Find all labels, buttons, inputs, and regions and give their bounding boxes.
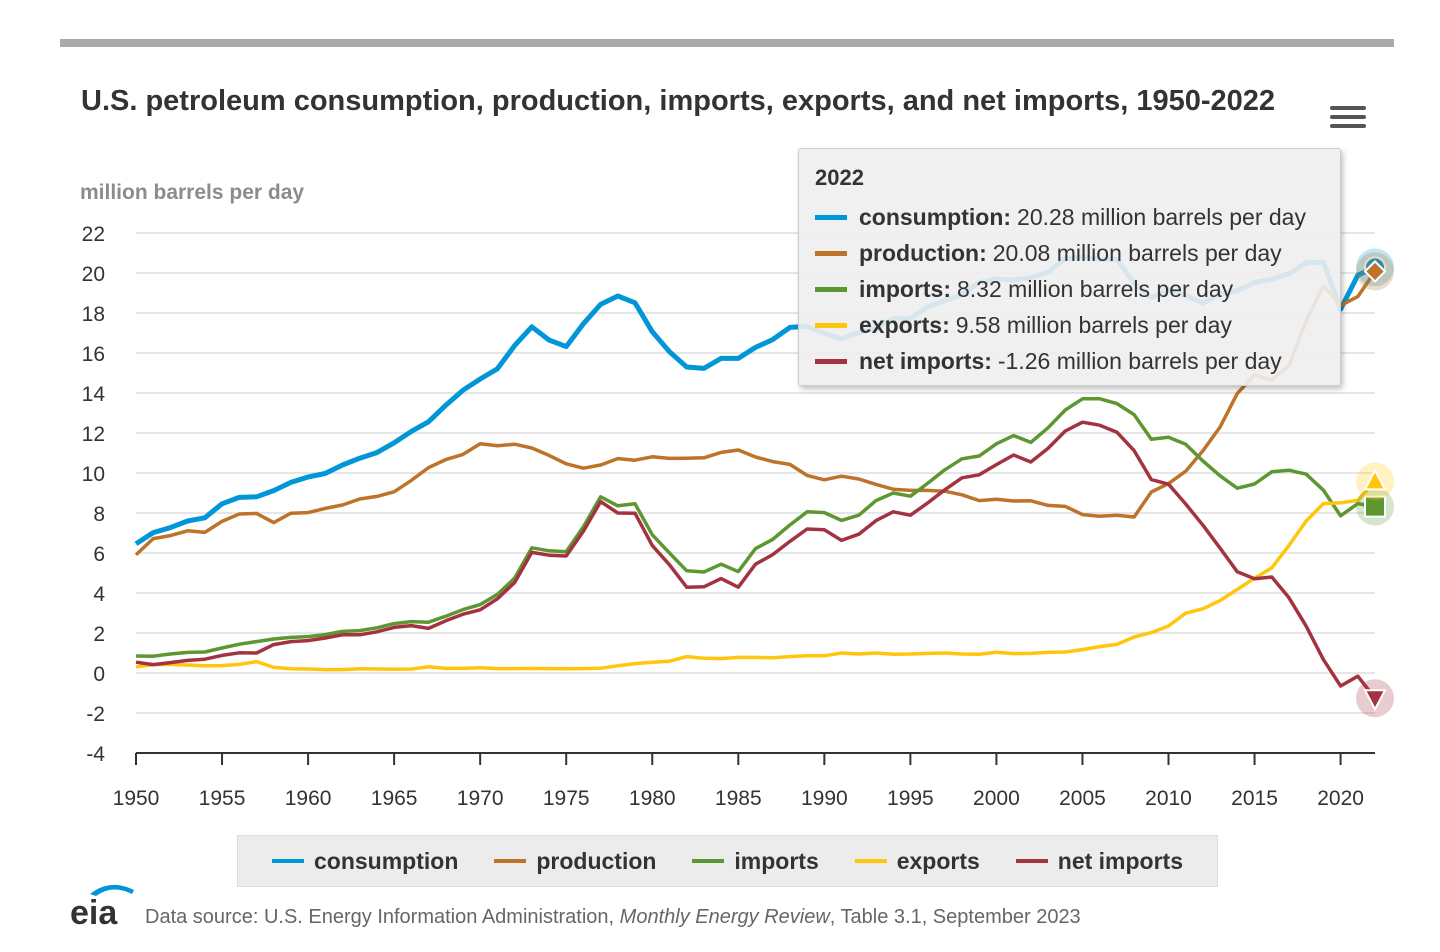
legend-item-exports[interactable]: exports — [854, 847, 980, 875]
y-tick-label: 14 — [82, 383, 106, 406]
source-prefix: Data source: U.S. Energy Information Adm… — [145, 906, 620, 928]
y-tick-label: 6 — [93, 543, 105, 566]
legend-item-net-imports[interactable]: net imports — [1015, 847, 1184, 875]
x-tick-label: 2020 — [1317, 787, 1364, 810]
y-tick-label: 10 — [82, 463, 105, 486]
series-swatch-icon — [815, 250, 847, 256]
x-tick-label: 1995 — [887, 787, 934, 810]
y-tick-label: 12 — [82, 423, 105, 446]
legend-label: consumption — [313, 847, 459, 874]
tooltip-row: consumption: 20.28 million barrels per da… — [815, 199, 1340, 235]
x-tick-label: 2005 — [1059, 787, 1106, 810]
legend-item-consumption[interactable]: consumption — [271, 847, 459, 875]
series-swatch-icon — [815, 214, 847, 220]
x-tick-label: 1955 — [199, 787, 246, 810]
legend-swatch-icon — [494, 859, 527, 863]
tooltip-series-value: 20.08 million barrels per day — [992, 239, 1282, 266]
net-imports-line — [135, 420, 1377, 700]
x-tick-label: 1990 — [801, 787, 848, 810]
net-imports-marker-triangle-down-icon — [1363, 689, 1387, 712]
x-tick-label: 1985 — [715, 787, 762, 810]
legend-swatch-icon — [692, 859, 725, 863]
hamburger-icon[interactable] — [1330, 106, 1366, 132]
y-tick-label: 20 — [82, 263, 105, 286]
tooltip-series-name: net imports: — [859, 347, 992, 374]
source-title: Monthly Energy Review — [619, 906, 830, 928]
series-swatch-icon — [815, 322, 847, 328]
x-tick-label: 1980 — [629, 787, 676, 810]
source-suffix: , Table 3.1, September 2023 — [829, 906, 1081, 928]
svg-text:eia: eia — [70, 894, 118, 928]
legend-swatch-icon — [1015, 859, 1048, 863]
legend: consumption production imports exports net i… — [237, 835, 1218, 887]
x-tick-label: 2010 — [1145, 787, 1192, 810]
y-tick-label: 16 — [82, 343, 105, 366]
eia-logo: eia — [70, 884, 134, 928]
legend-item-imports[interactable]: imports — [692, 847, 819, 875]
chart-title: U.S. petroleum consumption, production, … — [81, 85, 1276, 117]
series-swatch-icon — [815, 286, 847, 292]
tooltip-row: imports: 8.32 million barrels per day — [815, 271, 1340, 307]
imports-line — [135, 397, 1376, 658]
series-swatch-icon — [815, 358, 847, 364]
tooltip-series-name: production: — [859, 239, 987, 266]
tooltip-row: exports: 9.58 million barrels per day — [815, 307, 1340, 343]
legend-item-production[interactable]: production — [494, 848, 656, 875]
x-tick-label: 1950 — [113, 787, 160, 810]
y-tick-label: 0 — [93, 663, 105, 686]
imports-marker-square-icon — [1364, 495, 1386, 518]
tooltip-series-value: 20.28 million barrels per day — [1017, 203, 1306, 230]
tooltip-series-name: consumption: — [859, 203, 1012, 230]
exports-marker-triangle-up-icon — [1363, 468, 1387, 491]
y-tick-label: -2 — [86, 703, 105, 726]
legend-swatch-icon — [854, 859, 887, 863]
tooltip-series-name: exports: — [859, 311, 950, 338]
tooltip-row: net imports: -1.26 million barrels per da… — [815, 343, 1340, 379]
x-tick-label: 1975 — [543, 787, 590, 810]
data-source: Data source: U.S. Energy Information Adm… — [145, 906, 1081, 929]
x-tick-label: 2000 — [973, 787, 1020, 810]
x-tick-label: 1960 — [285, 787, 332, 810]
tooltip-series-name: imports: — [859, 275, 951, 302]
tooltip: 2022 consumption: 20.28 million barrels p… — [798, 148, 1341, 386]
tooltip-series-value: -1.26 million barrels per day — [997, 347, 1282, 374]
tooltip-series-value: 8.32 million barrels per day — [957, 275, 1234, 302]
x-tick-label: 2015 — [1231, 787, 1278, 810]
exports-line — [135, 480, 1377, 672]
y-tick-label: 2 — [93, 623, 105, 646]
tooltip-series-value: 9.58 million barrels per day — [955, 311, 1232, 338]
tooltip-year: 2022 — [815, 165, 864, 190]
top-divider-bar — [60, 39, 1394, 47]
x-tick-label: 1970 — [457, 787, 504, 810]
legend-label: net imports — [1057, 847, 1184, 874]
y-tick-label: 18 — [82, 303, 105, 326]
legend-label: imports — [734, 847, 819, 874]
y-tick-label: -4 — [86, 743, 105, 766]
y-tick-label: 22 — [82, 223, 105, 246]
production-marker-diamond-icon — [1363, 259, 1387, 283]
y-tick-label: 4 — [93, 583, 105, 606]
legend-label: production — [536, 847, 657, 874]
y-tick-label: 8 — [93, 503, 105, 526]
y-axis-unit-label: million barrels per day — [80, 181, 305, 204]
x-tick-label: 1965 — [371, 787, 418, 810]
legend-label: exports — [896, 847, 980, 874]
legend-swatch-icon — [271, 859, 304, 863]
tooltip-row: production: 20.08 million barrels per day — [815, 235, 1340, 271]
